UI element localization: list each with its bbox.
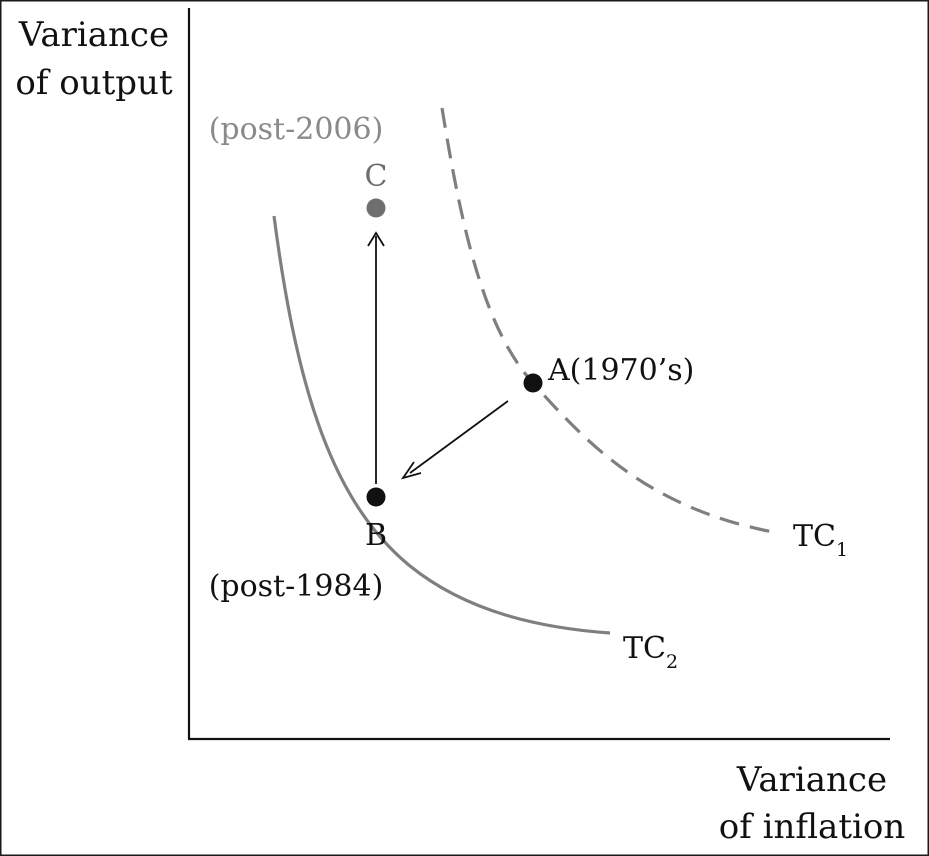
y-axis-label-line1: Variance — [18, 15, 169, 55]
y-axis-label-line2: of output — [15, 63, 173, 103]
arrowhead-b — [400, 461, 422, 480]
arrow-a-to-b — [409, 400, 509, 474]
tc1-label-subscript: 1 — [836, 539, 848, 561]
x-axis-label-line2: of inflation — [719, 807, 906, 847]
tc1-curve — [440, 107, 774, 534]
tc2-label: TC2 — [623, 631, 678, 673]
tc2-curve — [272, 215, 611, 635]
point-c-note: (post-2006) — [209, 112, 384, 147]
point-a — [523, 373, 543, 393]
point-c-label: C — [365, 159, 388, 194]
tc2-label-prefix: TC — [623, 631, 666, 666]
point-b — [366, 487, 386, 507]
x-axis-label-line1: Variance — [736, 760, 887, 800]
point-a-label: A(1970’s) — [547, 353, 694, 388]
point-b-note: (post-1984) — [209, 569, 384, 604]
arrowhead-c — [367, 231, 385, 247]
tc1-label-prefix: TC — [793, 519, 836, 554]
point-c — [366, 198, 386, 218]
tc2-label-subscript: 2 — [666, 651, 678, 673]
tc1-label: TC1 — [793, 519, 848, 561]
point-b-label: B — [365, 518, 387, 553]
